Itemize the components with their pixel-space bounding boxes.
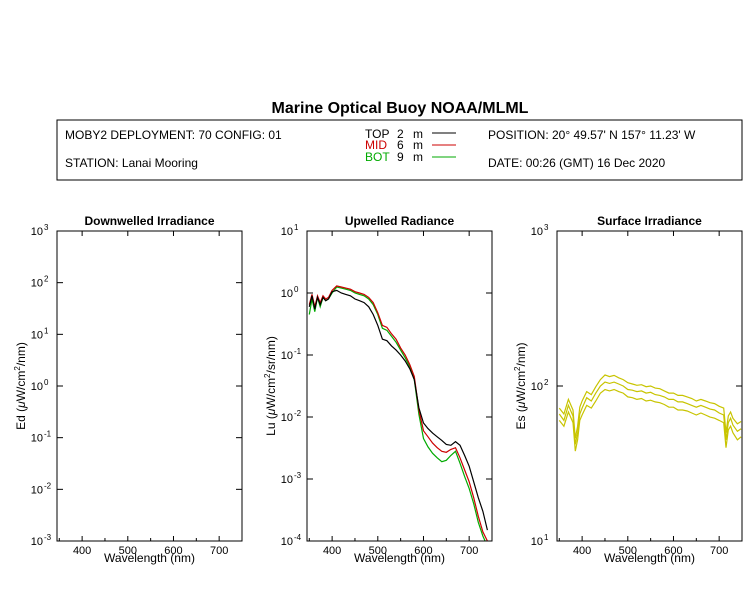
legend: TOP 2 m MID 6 m BOT 9 m	[365, 127, 456, 164]
series-line	[308, 285, 488, 541]
x-axis-label: Wavelength (nm)	[604, 551, 695, 565]
deployment-text: MOBY2 DEPLOYMENT: 70 CONFIG: 01	[65, 128, 282, 142]
figure-title: Marine Optical Buoy NOAA/MLML	[272, 100, 529, 117]
x-axis-label: Wavelength (nm)	[104, 551, 195, 565]
position-text: POSITION: 20° 49.57' N 157° 11.23' W	[488, 128, 696, 142]
info-box	[56, 119, 743, 181]
y-tick-label: 10	[531, 226, 543, 238]
y-axis-label: Es (μW/cm2/nm)	[513, 342, 528, 429]
x-tick-label: 500	[369, 545, 387, 557]
y-tick-label: 10	[281, 288, 293, 300]
chart-title: Surface Irradiance	[597, 214, 702, 228]
y-axis-label: Ed (μW/cm2/nm)	[13, 342, 28, 430]
y-tick-exponent: 1	[294, 223, 299, 232]
legend-depth: 2	[397, 127, 404, 141]
y-tick-exponent: -2	[294, 409, 302, 418]
plot-frame	[56, 230, 243, 542]
series-line	[558, 374, 742, 439]
x-tick-label: 400	[73, 545, 91, 557]
legend-name: BOT	[365, 150, 390, 164]
legend-depth: 6	[397, 138, 404, 152]
y-tick-exponent: 1	[544, 533, 549, 542]
y-tick-exponent: 2	[44, 275, 49, 284]
series-line	[308, 286, 486, 541]
y-tick-exponent: 2	[544, 378, 549, 387]
x-tick-label: 600	[664, 545, 682, 557]
x-tick-label: 700	[460, 545, 478, 557]
legend-unit: m	[413, 127, 423, 141]
y-tick-label: 10	[31, 329, 43, 341]
series-line	[558, 388, 742, 452]
y-tick-exponent: -4	[294, 533, 302, 542]
x-tick-label: 500	[119, 545, 137, 557]
y-tick-label: 10	[31, 433, 43, 445]
y-tick-exponent: 3	[44, 223, 49, 232]
y-tick-exponent: -1	[294, 347, 302, 356]
station-text: STATION: Lanai Mooring	[65, 156, 198, 170]
y-tick-label: 10	[31, 278, 43, 290]
date-text: DATE: 00:26 (GMT) 16 Dec 2020	[488, 156, 666, 170]
y-tick-exponent: -3	[44, 533, 52, 542]
legend-name: MID	[365, 138, 387, 152]
series-line	[558, 381, 742, 445]
y-tick-label: 10	[31, 536, 43, 548]
y-tick-label: 10	[31, 484, 43, 496]
y-tick-exponent: 0	[294, 285, 299, 294]
y-tick-exponent: 1	[44, 326, 49, 335]
y-tick-label: 10	[281, 536, 293, 548]
y-tick-exponent: -2	[44, 481, 52, 490]
y-tick-label: 10	[281, 350, 293, 362]
legend-name: TOP	[365, 127, 389, 141]
y-tick-label: 10	[281, 474, 293, 486]
legend-unit: m	[413, 150, 423, 164]
x-tick-label: 600	[164, 545, 182, 557]
x-tick-label: 400	[573, 545, 591, 557]
y-tick-exponent: -3	[294, 471, 302, 480]
x-tick-label: 400	[323, 545, 341, 557]
chart-title: Downwelled Irradiance	[84, 214, 214, 228]
x-axis-label: Wavelength (nm)	[354, 551, 445, 565]
x-tick-label: 600	[414, 545, 432, 557]
y-axis-label: Lu (μW/cm2/sr/nm)	[263, 336, 278, 436]
legend-entry-mid: MID 6 m	[365, 138, 456, 152]
series-line	[308, 289, 488, 531]
legend-depth: 9	[397, 150, 404, 164]
y-tick-label: 10	[531, 381, 543, 393]
x-tick-label: 700	[210, 545, 228, 557]
y-tick-exponent: 0	[44, 378, 49, 387]
y-tick-label: 10	[31, 226, 43, 238]
chart-title: Upwelled Radiance	[345, 214, 455, 228]
y-tick-label: 10	[281, 226, 293, 238]
legend-entry-bot: BOT 9 m	[365, 150, 456, 164]
plot-frame	[306, 230, 493, 542]
y-tick-label: 10	[531, 536, 543, 548]
legend-entry-top: TOP 2 m	[365, 127, 456, 141]
legend-unit: m	[413, 138, 423, 152]
y-tick-exponent: 3	[544, 223, 549, 232]
x-tick-label: 700	[710, 545, 728, 557]
y-tick-label: 10	[281, 412, 293, 424]
x-tick-label: 500	[619, 545, 637, 557]
y-tick-exponent: -1	[44, 430, 52, 439]
y-tick-label: 10	[31, 381, 43, 393]
